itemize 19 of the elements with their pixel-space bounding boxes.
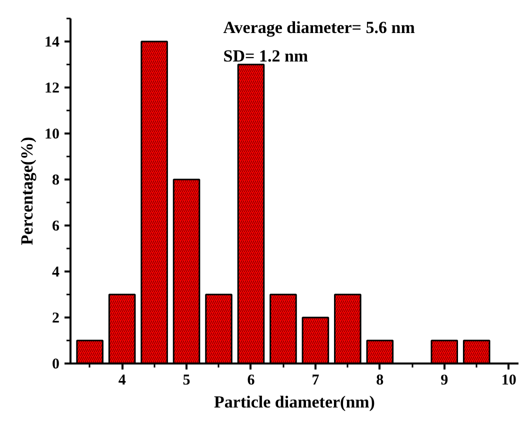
x-axis-title: Particle diameter(nm)	[214, 392, 375, 412]
y-tick-label: 14	[44, 34, 60, 50]
x-tick-label: 7	[312, 372, 320, 388]
x-tick-label: 4	[118, 372, 126, 388]
x-tick-label: 5	[182, 372, 190, 388]
x-tick-label: 6	[247, 372, 256, 388]
y-tick-label: 8	[52, 172, 60, 188]
y-axis-title: Percentage(%)	[18, 136, 36, 246]
y-tick-label: 10	[44, 126, 60, 142]
annotation: SD= 1.2 nm	[223, 46, 308, 66]
y-tick-label: 6	[52, 218, 60, 234]
x-tick-label: 8	[376, 372, 384, 388]
x-tick-label: 9	[440, 372, 448, 388]
x-tick-label: 10	[501, 372, 516, 388]
y-tick-label: 12	[44, 80, 60, 96]
y-tick-label: 2	[52, 310, 60, 326]
y-tick-label: 4	[52, 264, 60, 280]
y-tick-label: 0	[52, 356, 60, 372]
annotation: Average diameter= 5.6 nm	[223, 18, 415, 37]
